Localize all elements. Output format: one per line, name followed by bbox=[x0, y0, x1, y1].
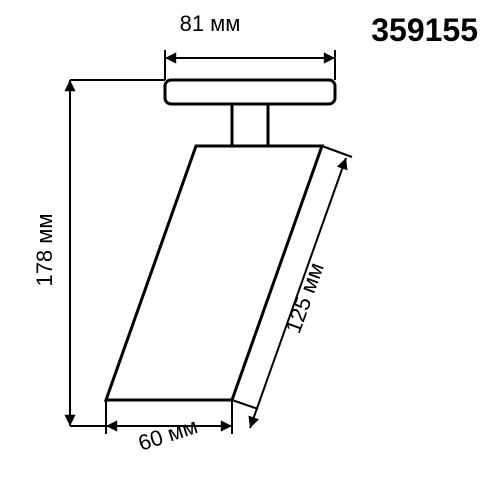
lamp-body bbox=[106, 146, 322, 400]
ext-line bbox=[232, 400, 258, 409]
base-plate bbox=[165, 80, 335, 104]
product-code: 359155 bbox=[371, 12, 478, 49]
dimension-drawing bbox=[0, 0, 500, 500]
label-width-top: 81 мм bbox=[180, 11, 241, 37]
diagram-canvas: 359155 81 мм 178 мм 60 мм 125 мм bbox=[0, 0, 500, 500]
ext-line bbox=[322, 146, 352, 157]
label-height: 178 мм bbox=[32, 213, 58, 286]
neck bbox=[232, 104, 268, 146]
